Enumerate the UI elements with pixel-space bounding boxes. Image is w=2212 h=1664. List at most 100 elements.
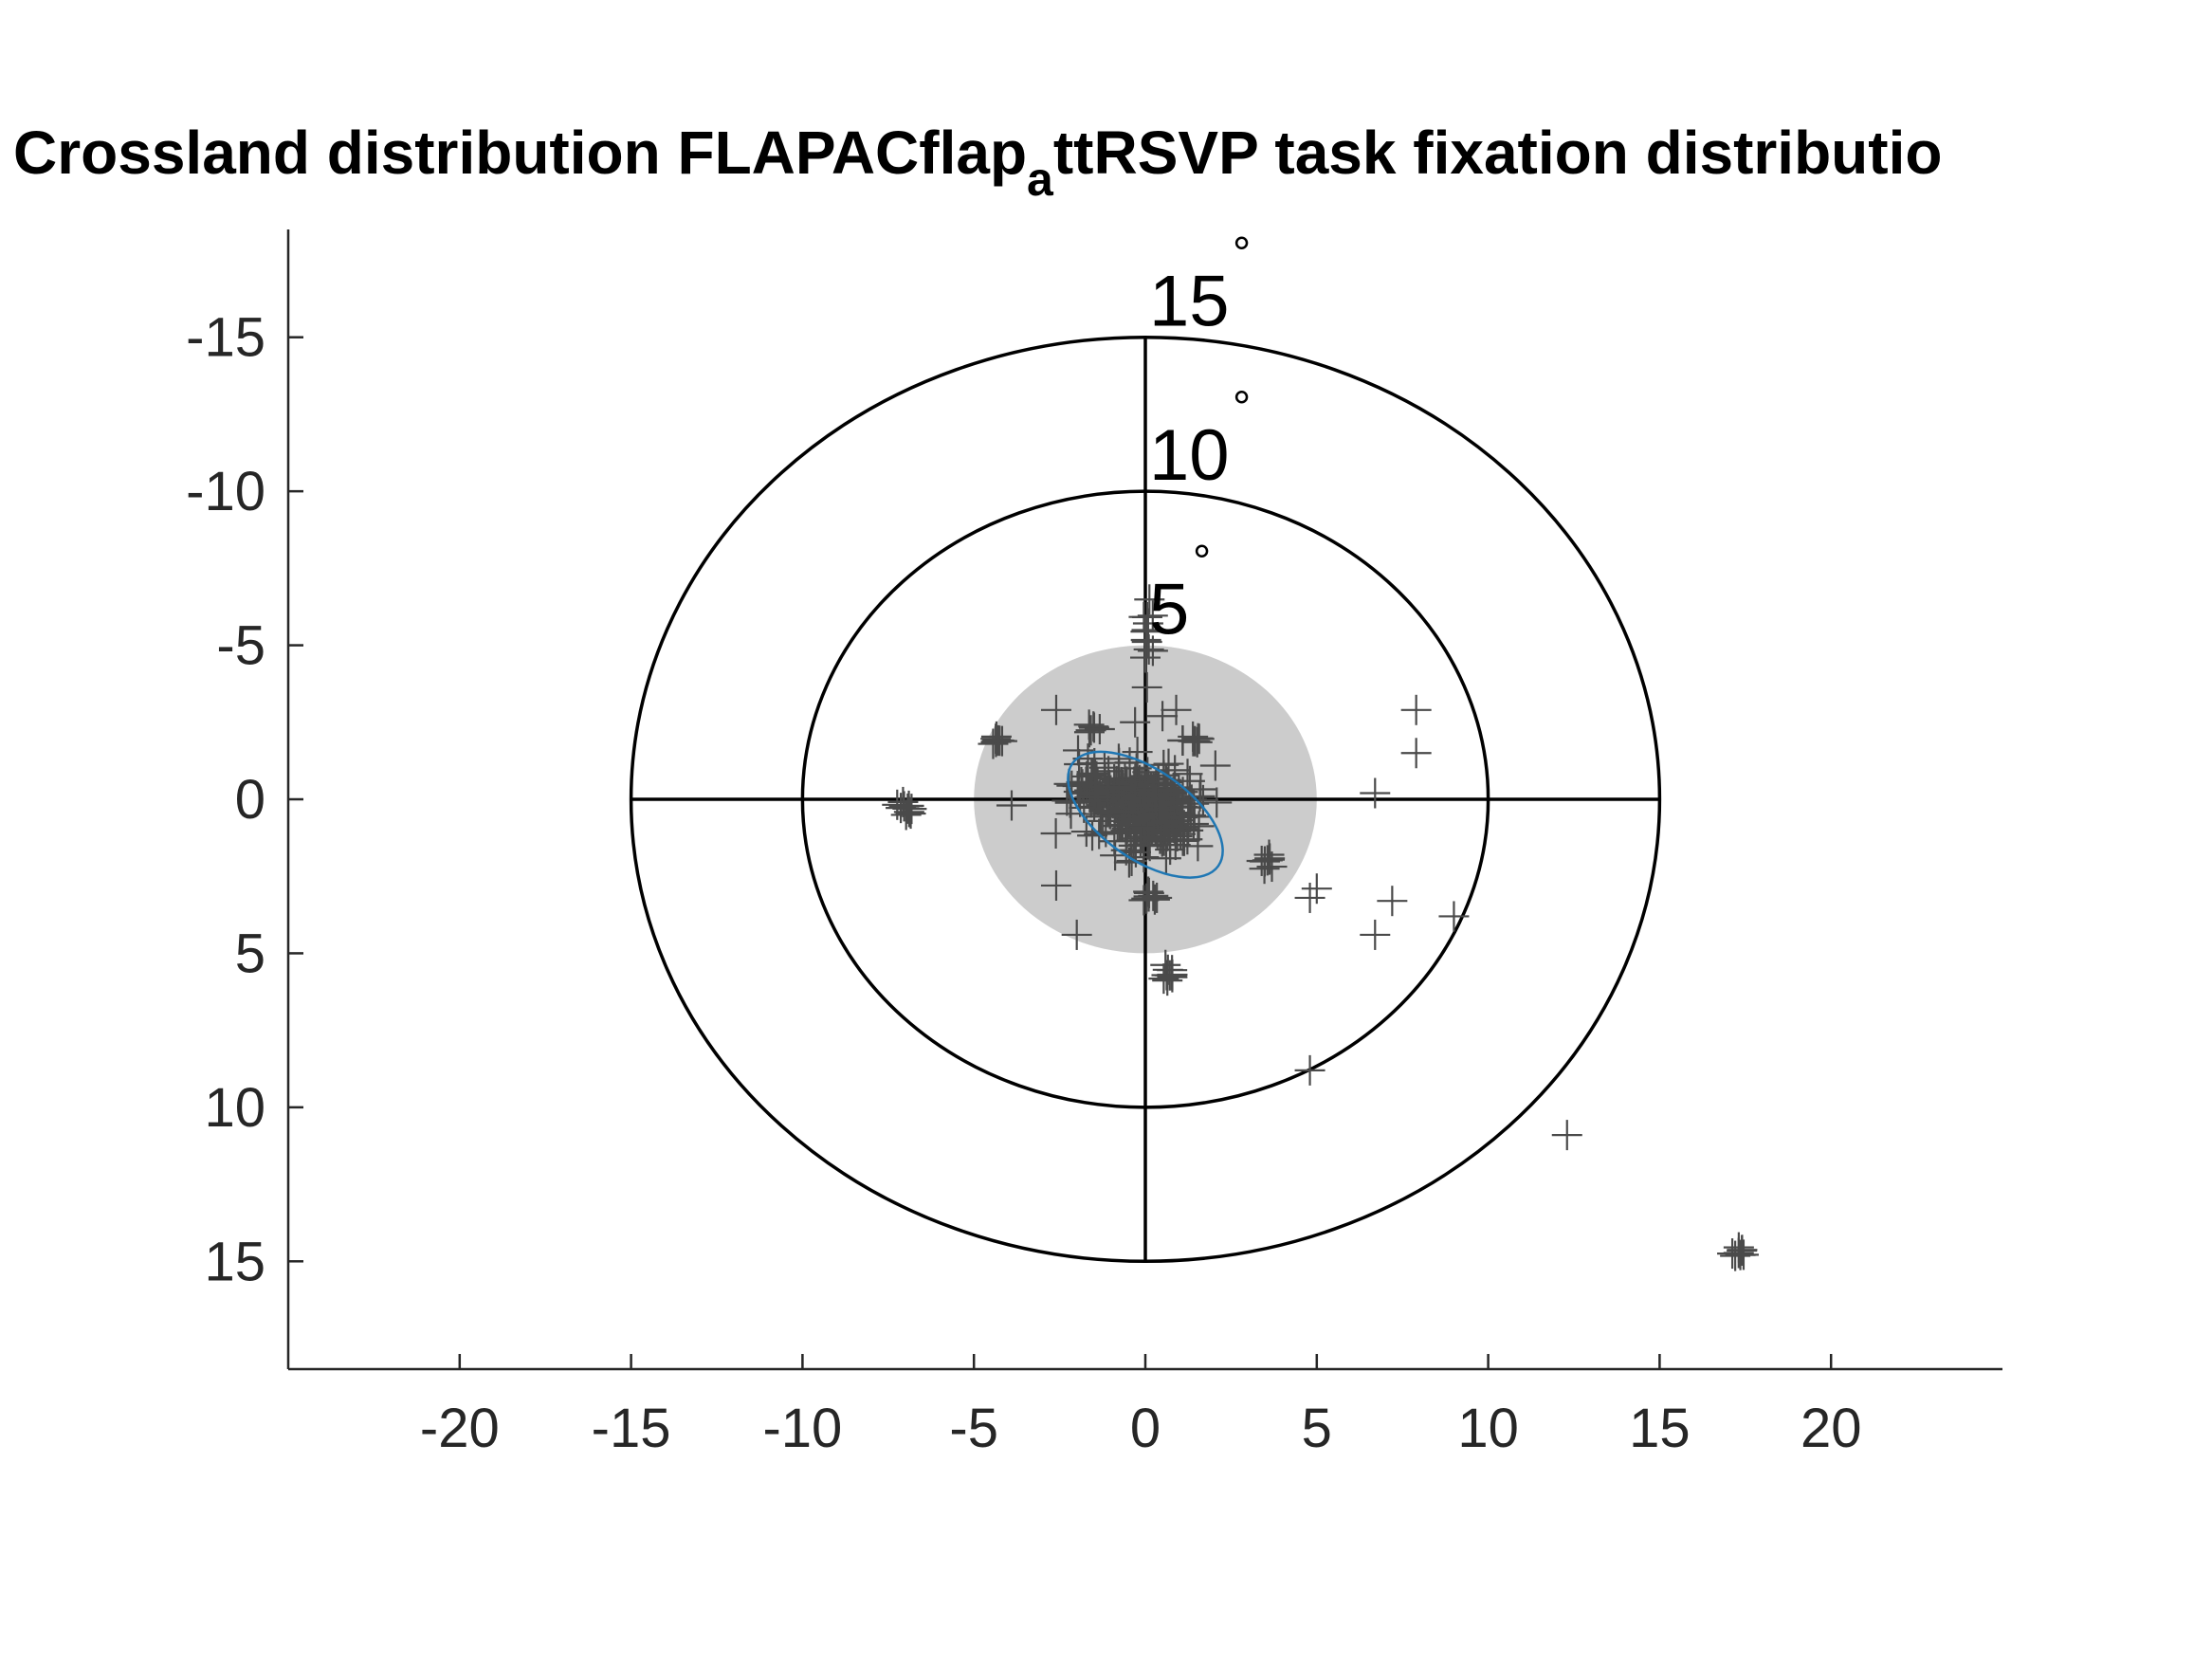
axes: -20 -15 -10 -5 0 5 10 15 20 -15 -10 -5 0 5 10 15 bbox=[186, 229, 2002, 1459]
y-tick-label: 5 bbox=[235, 923, 265, 984]
ring-label-10: 10 bbox=[1149, 415, 1230, 496]
x-tick-label: 10 bbox=[1457, 1398, 1519, 1459]
fixation-point-cluster-1 bbox=[1076, 759, 1107, 790]
x-tick-label: 0 bbox=[1130, 1398, 1161, 1459]
fixation-point bbox=[1061, 919, 1092, 950]
fixation-point-cluster-2 bbox=[1159, 782, 1190, 814]
fixation-point-cluster-2 bbox=[1120, 782, 1151, 814]
fixation-point bbox=[1147, 701, 1179, 732]
fixation-point-cluster-3 bbox=[887, 786, 919, 817]
ring-degree-mark-10: ° bbox=[1233, 383, 1251, 433]
y-tick-label: 15 bbox=[204, 1231, 265, 1292]
fixation-point bbox=[1360, 919, 1391, 950]
fixation-point bbox=[1400, 738, 1432, 769]
fixation-point-cluster-11 bbox=[1720, 1240, 1751, 1271]
fixation-point-cluster-0 bbox=[1111, 817, 1143, 849]
fixation-point-cluster-7 bbox=[1132, 608, 1163, 639]
fixation-point-cluster-1 bbox=[1051, 785, 1083, 816]
fixation-point-cluster-3 bbox=[896, 794, 927, 825]
fixation-point-cluster-10 bbox=[1156, 960, 1187, 991]
fixation-point-cluster-6 bbox=[1078, 711, 1109, 742]
fixation-point-cluster-2 bbox=[1148, 825, 1179, 856]
fixation-point bbox=[1294, 882, 1325, 913]
fixation-point-cluster-11 bbox=[1728, 1239, 1759, 1271]
x-tick-label: 20 bbox=[1801, 1398, 1862, 1459]
fixation-point-cluster-6 bbox=[1084, 714, 1115, 745]
fixation-point bbox=[1551, 1120, 1582, 1151]
fixation-point-cluster-10 bbox=[1148, 963, 1179, 995]
fixation-point-cluster-1 bbox=[1081, 772, 1112, 803]
fixation-point-cluster-2 bbox=[1127, 791, 1159, 822]
fixation-point bbox=[1360, 777, 1391, 809]
fixation-point bbox=[1040, 694, 1071, 725]
x-tick-label: -5 bbox=[949, 1398, 998, 1459]
fixation-point bbox=[1301, 873, 1332, 905]
fixation-point-cluster-2 bbox=[1167, 802, 1198, 833]
fixation-point bbox=[996, 790, 1027, 821]
ring-degree-mark-15: ° bbox=[1233, 229, 1251, 280]
fixation-point-cluster-2 bbox=[1144, 795, 1176, 826]
fixation-point bbox=[1120, 706, 1151, 738]
fixation-point-cluster-9 bbox=[1139, 884, 1170, 915]
fixation-point-cluster-3 bbox=[893, 790, 924, 821]
fixation-point-cluster-9 bbox=[1142, 882, 1173, 913]
fixation-point bbox=[1438, 901, 1470, 932]
fixation-point-cluster-6 bbox=[1075, 715, 1106, 746]
fixation-point-cluster-7 bbox=[1128, 601, 1160, 632]
y-tick-label: -5 bbox=[216, 615, 265, 677]
chart-title-tail: ttRSVP task fixation distributio bbox=[1053, 119, 1943, 187]
fixation-point-cluster-8 bbox=[1254, 844, 1286, 875]
fixation-point-cluster-8 bbox=[1256, 851, 1288, 883]
fixation-point-cluster-2 bbox=[1185, 774, 1216, 805]
fixation-point-cluster-0 bbox=[1201, 787, 1233, 818]
fixation-point bbox=[1116, 845, 1147, 876]
fixation-fit-ellipse bbox=[1067, 750, 1224, 879]
fixation-point-cluster-1 bbox=[1088, 752, 1120, 783]
fixation-point-cluster-0 bbox=[1040, 817, 1071, 849]
chart-title: Crossland distribution FLAPACflapattRSVP… bbox=[13, 119, 1942, 206]
fixation-point-cluster-0 bbox=[1199, 750, 1231, 781]
x-tick-label: -20 bbox=[420, 1398, 500, 1459]
x-tick-label: 15 bbox=[1629, 1398, 1691, 1459]
fixation-point bbox=[1400, 694, 1432, 725]
ring-label-5: 5 bbox=[1149, 570, 1189, 650]
fixation-point bbox=[1130, 642, 1161, 673]
fixation-point-cluster-0 bbox=[1172, 759, 1203, 790]
fixation-point-cluster-1 bbox=[1099, 769, 1130, 800]
chart-title-main: Crossland distribution FLAPACflap bbox=[13, 119, 1027, 187]
fixation-point bbox=[1294, 1054, 1325, 1086]
y-tick-label: 0 bbox=[235, 769, 265, 831]
fixation-point-cluster-4 bbox=[983, 724, 1015, 756]
fixation-point-cluster-0 bbox=[1077, 820, 1108, 851]
fixation-point-cluster-11 bbox=[1723, 1237, 1754, 1269]
fixation-point-cluster-5 bbox=[1183, 723, 1215, 755]
fixation-point-cluster-7 bbox=[1134, 584, 1165, 615]
y-tick-label: -15 bbox=[186, 307, 265, 369]
x-tick-label: -15 bbox=[592, 1398, 671, 1459]
fixation-point-cluster-0 bbox=[1114, 747, 1145, 778]
fixation-point bbox=[1161, 694, 1192, 725]
fixation-point-cluster-0 bbox=[1118, 830, 1149, 861]
fixation-point-cluster-2 bbox=[1145, 814, 1177, 845]
x-tick-label: 5 bbox=[1302, 1398, 1332, 1459]
fixation-point-cluster-10 bbox=[1152, 954, 1183, 985]
fixation-point-cluster-4 bbox=[978, 728, 1009, 759]
fixation-point-cluster-0 bbox=[1111, 766, 1143, 797]
fixation-point-cluster-5 bbox=[1167, 724, 1198, 756]
fixation-point-cluster-2 bbox=[1164, 818, 1196, 850]
fixation-point-cluster-1 bbox=[1082, 784, 1113, 815]
fixation-point-cluster-7 bbox=[1131, 671, 1162, 703]
chart-title-subscript: a bbox=[1027, 153, 1054, 206]
fixation-point-cluster-9 bbox=[1138, 880, 1169, 911]
fixation-point-cluster-0 bbox=[1153, 748, 1184, 779]
ring-degree-mark-5: ° bbox=[1193, 538, 1211, 588]
fixation-point-cluster-7 bbox=[1137, 635, 1168, 667]
fixation-point-cluster-7 bbox=[1137, 600, 1168, 631]
fixation-point-cluster-11 bbox=[1727, 1234, 1758, 1266]
y-tick-label: 10 bbox=[204, 1077, 265, 1139]
fixation-point bbox=[1040, 869, 1071, 901]
fixation-point-cluster-4 bbox=[980, 726, 1012, 758]
fixation-point bbox=[1377, 886, 1408, 917]
